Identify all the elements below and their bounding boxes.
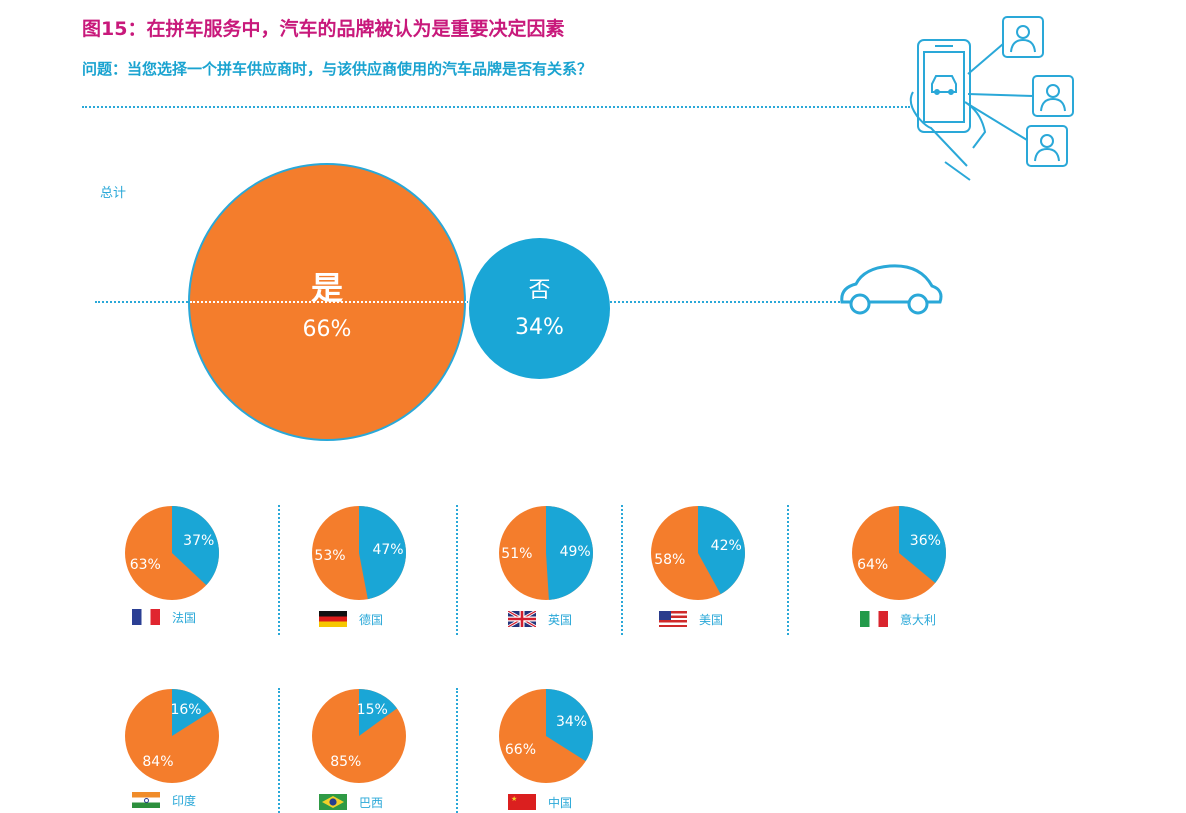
country-label-3: 美国 bbox=[699, 613, 724, 627]
pie-label-yes: 84% bbox=[142, 753, 174, 770]
header-divider bbox=[82, 106, 910, 108]
user-profile-icon bbox=[1032, 75, 1074, 117]
column-divider bbox=[621, 505, 623, 635]
total-yes-value: 66% bbox=[302, 317, 352, 342]
country-label-2: 英国 bbox=[548, 613, 573, 627]
pie-label-no: 34% bbox=[555, 713, 588, 730]
pie-label-yes: 51% bbox=[501, 545, 533, 562]
pie-slice-no bbox=[172, 506, 219, 586]
pie-label-yes: 53% bbox=[314, 547, 346, 564]
pie-label-yes: 63% bbox=[129, 556, 161, 573]
brazil-flag-icon bbox=[319, 794, 347, 810]
total-no-category: 否 bbox=[528, 278, 551, 303]
pie-2 bbox=[499, 506, 593, 600]
pie-slice-no bbox=[359, 506, 406, 600]
bubble-center-line bbox=[190, 301, 602, 303]
pie-slice-no bbox=[359, 689, 398, 736]
germany-flag-icon bbox=[319, 611, 347, 627]
column-divider bbox=[456, 505, 458, 635]
column-divider bbox=[278, 688, 280, 813]
car-icon bbox=[840, 264, 943, 315]
country-label-5: 印度 bbox=[172, 794, 197, 808]
pie-slice-no bbox=[546, 689, 593, 762]
user-profile-icon bbox=[1026, 125, 1068, 167]
pie-label-no: 37% bbox=[183, 533, 215, 550]
pie-6 bbox=[312, 689, 406, 783]
pie-label-yes: 58% bbox=[654, 552, 686, 569]
pie-slice-no bbox=[546, 506, 593, 600]
pie-7 bbox=[499, 689, 593, 783]
user-profile-icon bbox=[1002, 16, 1044, 58]
china-flag-icon: ★ bbox=[508, 794, 536, 810]
country-label-1: 德国 bbox=[359, 613, 384, 627]
pie-label-no: 16% bbox=[170, 702, 202, 719]
total-no-bubble: 否 34% bbox=[469, 238, 610, 379]
total-no-value: 34% bbox=[515, 315, 564, 340]
france-flag-icon bbox=[132, 609, 160, 625]
column-divider bbox=[787, 505, 789, 635]
pie-label-yes: 66% bbox=[504, 742, 537, 759]
pie-0 bbox=[125, 506, 219, 600]
pie-label-no: 42% bbox=[710, 537, 742, 554]
phone-app-icon bbox=[909, 16, 1074, 181]
pie-1 bbox=[312, 506, 406, 600]
column-divider bbox=[278, 505, 280, 635]
pie-label-no: 49% bbox=[559, 544, 591, 561]
country-label-0: 法国 bbox=[172, 611, 197, 625]
pie-label-no: 36% bbox=[909, 532, 941, 549]
uk-flag-icon bbox=[508, 611, 536, 627]
india-flag-icon bbox=[132, 792, 160, 808]
italy-flag-icon bbox=[860, 611, 888, 627]
pie-slice-no bbox=[899, 506, 946, 583]
pie-4 bbox=[852, 506, 946, 600]
pie-5 bbox=[125, 689, 219, 783]
total-label: 总计 bbox=[100, 186, 127, 201]
pie-slice-no bbox=[698, 506, 745, 595]
pie-label-no: 15% bbox=[356, 702, 388, 719]
pie-3 bbox=[651, 506, 745, 600]
country-label-6: 巴西 bbox=[359, 796, 384, 810]
pie-slice-no bbox=[172, 689, 212, 736]
chart-title: 图15：在拼车服务中，汽车的品牌被认为是重要决定因素 bbox=[82, 18, 565, 40]
pie-label-yes: 85% bbox=[330, 753, 362, 770]
usa-flag-icon bbox=[659, 611, 687, 627]
column-divider bbox=[456, 688, 458, 813]
chart-subtitle: 问题：当您选择一个拼车供应商时，与该供应商使用的汽车品牌是否有关系？ bbox=[82, 60, 593, 78]
pie-label-no: 47% bbox=[372, 542, 404, 559]
pie-label-yes: 64% bbox=[857, 557, 889, 574]
country-label-4: 意大利 bbox=[900, 613, 937, 627]
total-yes-category: 是 bbox=[310, 269, 343, 307]
country-label-7: 中国 bbox=[548, 796, 573, 810]
